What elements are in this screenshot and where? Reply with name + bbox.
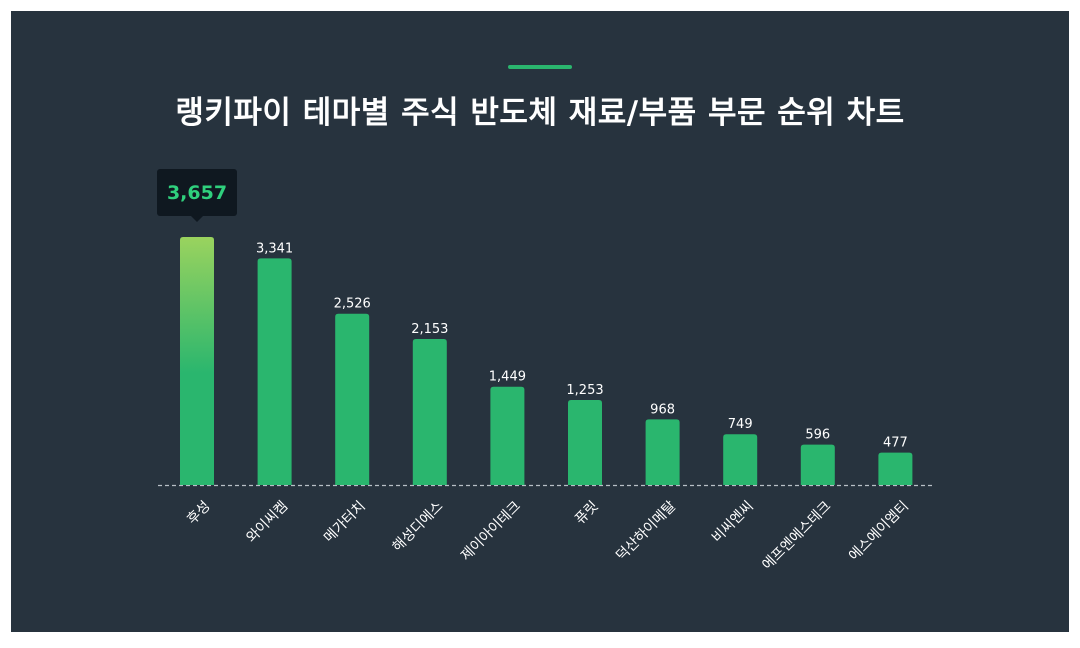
- category-label-10: 에스에이엠티: [846, 498, 912, 564]
- value-tooltip: [157, 169, 237, 216]
- chart-panel: 랭키파이 테마별 주식 반도체 재료/부품 부문 순위 차트 3,657 3,34…: [11, 11, 1069, 632]
- chart-title: 랭키파이 테마별 주식 반도체 재료/부품 부문 순위 차트: [175, 95, 905, 131]
- category-labels-group: 후성 와이씨켐 메가터치 해성디에스 제이아이테크 퓨릿 덕산하이메탈 비씨엔씨 에프엔에스테크…: [184, 498, 912, 573]
- bar-4[interactable]: [412, 338, 447, 485]
- bar-8[interactable]: [723, 434, 758, 485]
- bar-chart: 3,657 3,341 2,526 2,153 1,449 1,253 968 749 596 4…: [157, 169, 933, 573]
- category-label-6: 퓨릿: [572, 498, 602, 528]
- bar-9[interactable]: [800, 444, 835, 485]
- category-label-1: 후성: [184, 498, 214, 528]
- value-label-2: 3,341: [256, 241, 293, 256]
- category-label-4: 해성디에스: [390, 498, 447, 555]
- tooltip-pointer: [191, 216, 203, 222]
- value-label-6: 1,253: [566, 383, 603, 398]
- value-label-8: 749: [728, 417, 753, 432]
- bar-6[interactable]: [568, 400, 602, 485]
- value-label-10: 477: [883, 436, 908, 451]
- bar-5[interactable]: [490, 386, 525, 485]
- value-label-9: 596: [805, 428, 830, 443]
- category-label-9: 에프엔에스테크: [759, 498, 834, 573]
- bar-10[interactable]: [878, 452, 913, 485]
- value-label-7: 968: [650, 402, 675, 417]
- bar-3[interactable]: [335, 313, 370, 485]
- title-accent-line: [508, 65, 572, 69]
- value-labels-group: 3,657 3,341 2,526 2,153 1,449 1,253 968 749 596 4…: [157, 169, 908, 451]
- category-label-3: 메가터치: [321, 498, 369, 546]
- bar-1[interactable]: [180, 237, 214, 485]
- category-label-5: 제이아이테크: [458, 498, 524, 564]
- bars-group: [180, 237, 913, 485]
- value-label-5: 1,449: [489, 370, 526, 385]
- category-label-2: 와이씨켐: [243, 498, 291, 546]
- value-label-3: 2,526: [334, 297, 371, 312]
- bar-2[interactable]: [257, 258, 292, 485]
- value-label-4: 2,153: [411, 322, 448, 337]
- category-label-7: 덕산하이메탈: [613, 498, 679, 564]
- tooltip-value: 3,657: [167, 182, 227, 204]
- bar-7[interactable]: [645, 419, 680, 485]
- category-label-8: 비씨엔씨: [709, 498, 757, 546]
